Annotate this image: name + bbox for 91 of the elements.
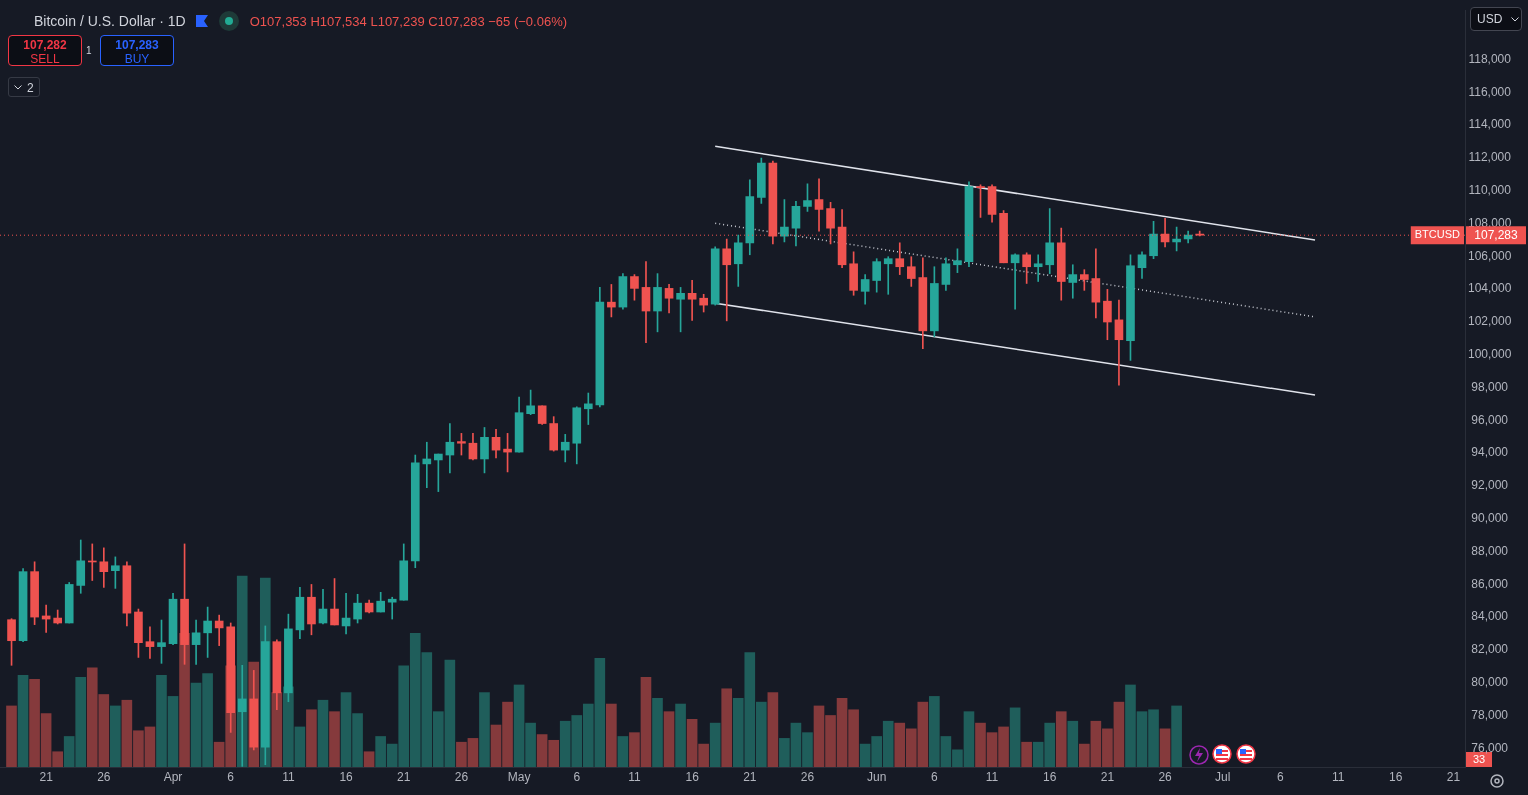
y-tick-label: 88,000 xyxy=(1471,543,1509,558)
candlestick xyxy=(722,238,732,322)
bar xyxy=(1021,741,1032,768)
text: USD xyxy=(1470,7,1522,31)
x-tick-label: 21 xyxy=(1446,769,1461,784)
bar xyxy=(109,705,121,768)
bar xyxy=(617,736,629,768)
bar xyxy=(1009,707,1021,768)
candlestick xyxy=(1010,253,1020,310)
bar xyxy=(317,699,329,768)
y-tick-label: 110,000 xyxy=(1468,182,1512,197)
bar xyxy=(663,711,675,768)
x-tick-label: 11 xyxy=(628,769,641,784)
candlestick xyxy=(1068,264,1078,299)
bar xyxy=(1159,728,1171,768)
y-tick-label: 98,000 xyxy=(1471,379,1509,394)
bar xyxy=(363,751,375,768)
x-tick-label: 6 xyxy=(1277,769,1285,784)
x-tick-label: 6 xyxy=(573,769,581,784)
x-tick-label: 11 xyxy=(985,769,999,784)
bar xyxy=(709,722,721,768)
bar xyxy=(1055,711,1067,768)
y-tick-label: 102,000 xyxy=(1467,314,1512,329)
bar xyxy=(329,711,340,768)
bar xyxy=(721,688,733,768)
bar xyxy=(479,692,490,768)
y-tick-label: 114,000 xyxy=(1468,117,1512,132)
candlestick xyxy=(145,626,155,659)
y-tick-label: 92,000 xyxy=(1471,478,1509,493)
x-tick-label: 26 xyxy=(1158,769,1173,784)
annotation: 1 xyxy=(86,45,92,56)
x-tick-label: 26 xyxy=(97,769,111,784)
candlestick xyxy=(583,392,593,425)
y-tick-label: 84,000 xyxy=(1471,609,1509,624)
x-tick-label: 26 xyxy=(800,769,815,784)
y-tick-label: 78,000 xyxy=(1471,707,1509,722)
y-tick-label: 116,000 xyxy=(1468,84,1512,99)
bar xyxy=(652,697,663,768)
y-tick-label: 96,000 xyxy=(1471,412,1509,427)
bar xyxy=(1067,720,1079,768)
x-tick-label: 11 xyxy=(282,769,295,784)
y-tick-label: 106,000 xyxy=(1467,248,1512,263)
bar xyxy=(767,692,779,768)
bar xyxy=(675,703,686,768)
bar xyxy=(606,703,617,768)
chart-title: Bitcoin / U.S. Dollar · 1D xyxy=(34,13,186,29)
candlestick xyxy=(814,178,824,232)
ref-line-label: BTCUSD xyxy=(1414,228,1461,241)
text: 33 xyxy=(1466,752,1492,767)
candlestick xyxy=(883,256,893,295)
x-tick-label: 21 xyxy=(743,769,757,784)
bar xyxy=(1171,705,1182,768)
x-tick-label: Jul xyxy=(1215,769,1231,784)
y-tick-label: 82,000 xyxy=(1471,642,1509,657)
x-tick-label: 26 xyxy=(454,769,469,784)
text: 107,283 xyxy=(1474,227,1518,242)
candlestick xyxy=(422,441,432,488)
x-tick-label: 16 xyxy=(1043,769,1057,784)
y-tick-label: 104,000 xyxy=(1467,281,1512,296)
x-tick-label: 16 xyxy=(685,769,700,784)
y-tick-label: 94,000 xyxy=(1471,445,1509,460)
chart-subtitle: O107,353 H107,534 L107,239 C107,283 −65 (−0.06%) xyxy=(249,13,568,29)
x-tick-label: 6 xyxy=(227,769,235,784)
x-tick-label: Apr xyxy=(163,769,183,784)
x-tick-label: 21 xyxy=(39,769,54,784)
x-tick-label: 16 xyxy=(1389,769,1403,784)
bar xyxy=(6,705,17,768)
candlestick xyxy=(1114,299,1124,386)
x-tick-label: 11 xyxy=(1331,769,1345,784)
y-tick-label: 80,000 xyxy=(1471,675,1509,689)
candlestick xyxy=(1033,254,1043,282)
y-tick-label: 90,000 xyxy=(1471,510,1509,525)
candlestick xyxy=(687,280,697,321)
y-tick-label: 86,000 xyxy=(1471,576,1509,591)
x-tick-label: 6 xyxy=(931,769,939,784)
x-tick-label: 16 xyxy=(339,769,354,784)
y-tick-label: 108,000 xyxy=(1467,215,1512,230)
candlestick xyxy=(214,614,224,646)
x-tick-label: 21 xyxy=(397,769,411,784)
bar xyxy=(306,709,317,768)
x-tick-label: Jun xyxy=(867,769,887,784)
x-tick-label: 21 xyxy=(1100,769,1115,784)
y-tick-label: 76,000 xyxy=(1471,740,1509,755)
annotation: 107,282 xyxy=(22,38,68,52)
y-tick-label: 112,000 xyxy=(1468,150,1512,165)
y-tick-label: 118,000 xyxy=(1468,51,1512,66)
annotation: 107,283 xyxy=(114,38,160,52)
annotation: 2 xyxy=(8,77,40,97)
y-tick-label: 100,000 xyxy=(1467,346,1512,361)
x-tick-label: May xyxy=(507,769,531,784)
bar xyxy=(17,675,29,768)
